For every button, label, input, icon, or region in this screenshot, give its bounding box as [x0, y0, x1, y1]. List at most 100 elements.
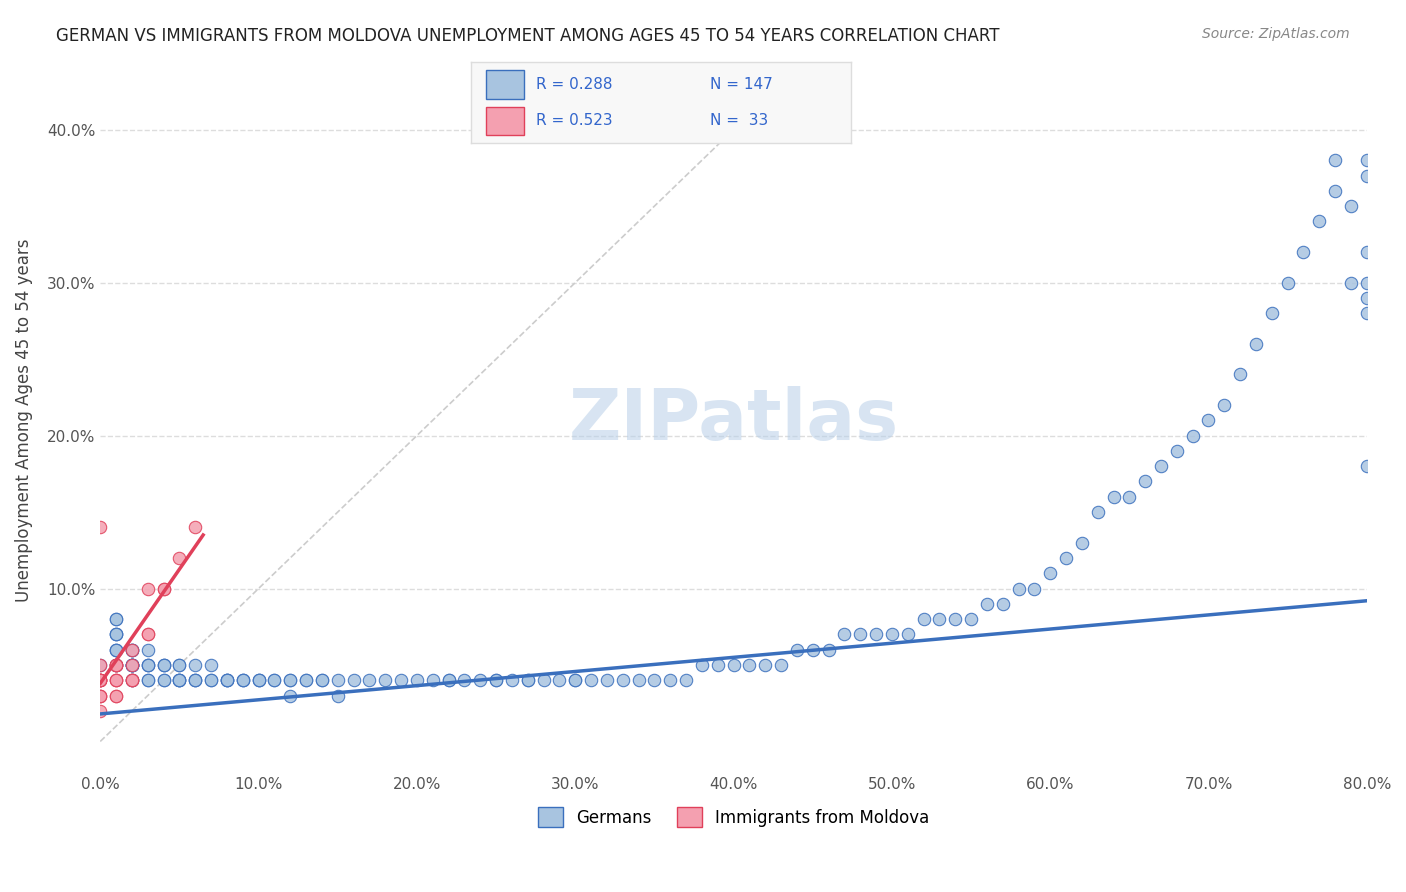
Point — [152, 658, 174, 673]
Point — [89, 673, 111, 688]
Point — [169, 658, 191, 673]
Point — [152, 658, 174, 673]
Point — [105, 673, 128, 688]
Point — [754, 658, 776, 673]
Point — [169, 658, 191, 673]
Point — [564, 673, 586, 688]
Point — [184, 673, 207, 688]
Point — [105, 658, 128, 673]
Text: R = 0.523: R = 0.523 — [536, 112, 612, 128]
Point — [184, 673, 207, 688]
Point — [880, 627, 903, 641]
Point — [121, 642, 143, 657]
Point — [943, 612, 966, 626]
Point — [1150, 459, 1173, 474]
Point — [311, 673, 333, 688]
Point — [1213, 398, 1236, 412]
Point — [548, 673, 571, 688]
Point — [215, 673, 238, 688]
Point — [263, 673, 285, 688]
Point — [485, 673, 508, 688]
Point — [105, 658, 128, 673]
Point — [769, 658, 792, 673]
Point — [105, 658, 128, 673]
Point — [295, 673, 318, 688]
Point — [1133, 475, 1156, 489]
Legend: Germans, Immigrants from Moldova: Germans, Immigrants from Moldova — [531, 800, 936, 834]
Point — [232, 673, 254, 688]
Point — [1340, 276, 1362, 290]
Point — [1166, 443, 1188, 458]
Point — [152, 582, 174, 596]
Point — [1039, 566, 1062, 581]
Point — [1308, 214, 1330, 228]
Point — [121, 658, 143, 673]
Point — [169, 673, 191, 688]
Point — [136, 673, 159, 688]
Point — [1054, 550, 1077, 565]
Point — [1024, 582, 1046, 596]
Point — [105, 642, 128, 657]
Point — [278, 673, 301, 688]
Point — [1355, 459, 1378, 474]
Point — [738, 658, 761, 673]
Point — [121, 658, 143, 673]
Point — [311, 673, 333, 688]
Point — [121, 673, 143, 688]
Point — [89, 673, 111, 688]
Point — [105, 689, 128, 703]
Point — [215, 673, 238, 688]
Point — [121, 642, 143, 657]
Point — [89, 689, 111, 703]
Point — [136, 582, 159, 596]
Point — [389, 673, 412, 688]
Point — [215, 673, 238, 688]
Point — [706, 658, 728, 673]
Point — [1087, 505, 1109, 519]
Point — [564, 673, 586, 688]
Point — [121, 658, 143, 673]
Point — [1070, 535, 1092, 549]
Point — [359, 673, 381, 688]
Point — [453, 673, 475, 688]
Point — [1324, 153, 1347, 168]
Point — [278, 689, 301, 703]
Point — [516, 673, 538, 688]
Point — [152, 673, 174, 688]
Point — [215, 673, 238, 688]
Point — [121, 658, 143, 673]
Text: N =  33: N = 33 — [710, 112, 769, 128]
Bar — [486, 70, 524, 98]
Point — [801, 642, 824, 657]
Point — [786, 642, 808, 657]
Point — [849, 627, 872, 641]
Point — [89, 520, 111, 534]
Point — [89, 704, 111, 718]
Point — [342, 673, 364, 688]
Point — [422, 673, 444, 688]
Point — [136, 642, 159, 657]
Point — [1198, 413, 1220, 427]
Point — [1229, 368, 1251, 382]
Point — [295, 673, 318, 688]
Point — [105, 658, 128, 673]
Point — [1324, 184, 1347, 198]
Point — [232, 673, 254, 688]
Point — [136, 658, 159, 673]
Point — [89, 658, 111, 673]
Point — [105, 658, 128, 673]
Point — [105, 627, 128, 641]
Point — [834, 627, 856, 641]
Point — [105, 612, 128, 626]
Point — [263, 673, 285, 688]
Point — [659, 673, 682, 688]
Point — [247, 673, 270, 688]
Point — [232, 673, 254, 688]
Point — [121, 658, 143, 673]
Text: GERMAN VS IMMIGRANTS FROM MOLDOVA UNEMPLOYMENT AMONG AGES 45 TO 54 YEARS CORRELA: GERMAN VS IMMIGRANTS FROM MOLDOVA UNEMPL… — [56, 27, 1000, 45]
Point — [1355, 291, 1378, 305]
Point — [326, 673, 349, 688]
Point — [105, 658, 128, 673]
Point — [596, 673, 619, 688]
Point — [200, 673, 222, 688]
